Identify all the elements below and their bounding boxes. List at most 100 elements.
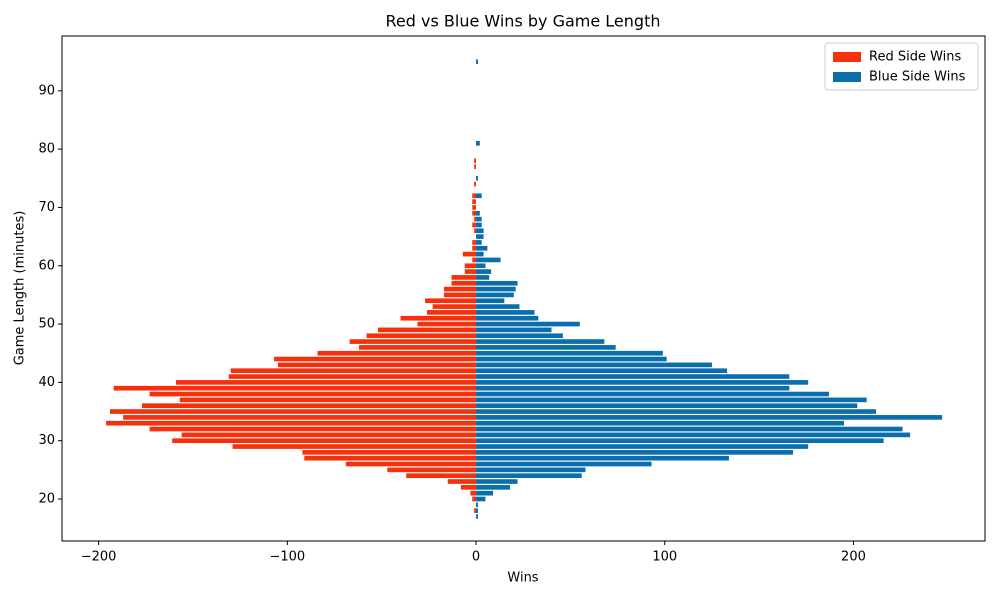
y-tick-label: 90 — [38, 83, 55, 98]
bar — [476, 444, 809, 449]
bar — [476, 275, 490, 280]
legend-swatch — [833, 72, 861, 82]
bar — [377, 327, 477, 333]
bar — [470, 490, 477, 496]
bar — [476, 263, 486, 269]
bar — [179, 397, 477, 403]
bar — [451, 275, 477, 280]
bar — [345, 461, 477, 467]
bar — [474, 508, 477, 514]
bar — [476, 245, 488, 251]
bar — [476, 269, 492, 274]
x-axis-label: Wins — [507, 571, 538, 586]
bar — [476, 385, 790, 391]
bar — [476, 496, 486, 502]
bar — [462, 251, 477, 257]
bar — [476, 415, 943, 420]
bar — [464, 263, 477, 269]
bar — [476, 280, 518, 286]
bar — [476, 210, 480, 216]
bar — [476, 362, 712, 368]
y-tick-label: 70 — [38, 200, 55, 215]
bar — [447, 479, 477, 484]
bar — [476, 327, 552, 333]
legend-box — [824, 42, 979, 91]
bar — [149, 426, 477, 432]
bar — [476, 403, 858, 409]
bar — [113, 385, 477, 391]
bar — [476, 479, 518, 484]
bar — [476, 310, 535, 315]
x-tick-label: 100 — [652, 550, 677, 565]
bar — [472, 496, 477, 502]
bar — [228, 374, 477, 379]
bar — [476, 321, 580, 327]
bar — [451, 280, 477, 286]
bar — [472, 210, 477, 216]
bar — [476, 333, 563, 339]
y-tick-label: 60 — [38, 258, 55, 273]
bar — [472, 257, 477, 263]
bar — [476, 374, 790, 379]
bar — [476, 339, 605, 344]
bar — [274, 356, 477, 362]
bar — [476, 257, 501, 263]
bar — [472, 222, 477, 228]
bar — [476, 368, 728, 374]
bar — [474, 228, 477, 234]
bar — [443, 286, 477, 292]
bar — [432, 304, 477, 309]
bar — [425, 298, 477, 304]
bar — [476, 298, 505, 304]
bar — [476, 175, 478, 181]
bar — [476, 420, 845, 426]
bar — [474, 216, 477, 222]
bar — [476, 391, 829, 397]
bar — [476, 193, 482, 199]
y-tick-label: 80 — [38, 142, 55, 157]
bar — [443, 292, 477, 298]
bar — [406, 473, 477, 479]
x-tick-label: −200 — [81, 550, 117, 565]
y-tick-label: 50 — [38, 317, 55, 332]
bar — [426, 310, 477, 315]
bar — [472, 245, 477, 251]
bar — [476, 315, 539, 321]
bar — [476, 228, 484, 234]
bar — [109, 409, 477, 414]
bar — [277, 362, 477, 368]
bar — [387, 467, 477, 473]
bar — [476, 502, 478, 508]
bar — [460, 485, 477, 490]
y-tick-label: 20 — [38, 492, 55, 507]
bar — [476, 286, 516, 292]
bar — [417, 321, 477, 327]
bar — [175, 380, 477, 385]
bar — [106, 420, 477, 426]
plot-frame — [61, 35, 986, 542]
bar — [304, 455, 477, 461]
legend-label: Red Side Wins — [869, 50, 961, 65]
bar — [476, 345, 616, 350]
bar — [476, 292, 514, 298]
bar — [476, 461, 652, 467]
bar — [302, 450, 477, 455]
bar — [476, 251, 484, 257]
bar — [230, 368, 477, 374]
bar — [317, 350, 477, 356]
bar — [476, 140, 480, 146]
y-tick-label: 40 — [38, 375, 55, 390]
bar — [464, 269, 477, 274]
bar — [476, 59, 478, 64]
bar — [476, 426, 903, 432]
bar — [349, 339, 477, 344]
chart-title: Red vs Blue Wins by Game Length — [386, 12, 661, 31]
bar — [476, 216, 482, 222]
bar — [476, 409, 877, 414]
bar — [476, 514, 478, 519]
bar — [476, 380, 809, 385]
bar — [476, 467, 586, 473]
bar — [476, 473, 582, 479]
